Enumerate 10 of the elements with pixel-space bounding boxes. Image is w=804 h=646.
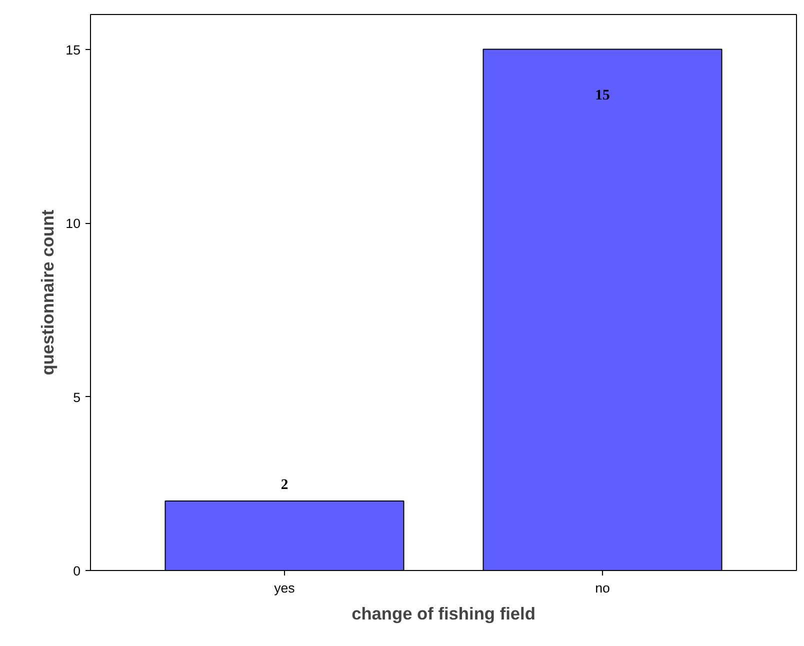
- y-tick-label: 10: [66, 216, 81, 231]
- x-axis-title: change of fishing field: [352, 604, 536, 624]
- y-axis-title: questionnaire count: [38, 209, 58, 376]
- y-tick-label: 0: [73, 564, 81, 578]
- data-label: 15: [595, 87, 610, 104]
- x-tick-label: no: [595, 580, 610, 596]
- y-tick-label: 15: [66, 42, 81, 58]
- data-label: 2: [280, 477, 288, 493]
- x-tick-label: yes: [274, 580, 296, 596]
- y-tick-label: 5: [73, 390, 81, 405]
